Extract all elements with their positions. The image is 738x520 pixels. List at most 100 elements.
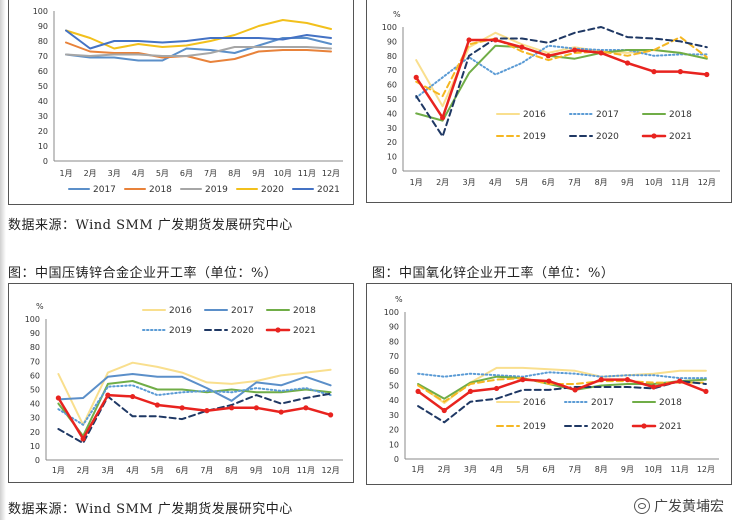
data-point-2021 — [519, 44, 525, 50]
y-tick-label: 10 — [38, 142, 48, 151]
y-tick-label: 40 — [389, 396, 399, 405]
y-unit-label: % — [36, 302, 44, 311]
y-tick-label: 100 — [382, 23, 397, 32]
y-tick-label: 0 — [394, 455, 399, 464]
legend-label-2017: 2017 — [591, 398, 614, 408]
y-unit-label: % — [395, 295, 403, 304]
legend-label-2018: 2018 — [293, 306, 316, 316]
y-tick-label: 90 — [30, 329, 40, 338]
series-line-2021 — [57, 393, 332, 441]
data-point-2021 — [328, 412, 334, 418]
y-tick-label: 100 — [384, 308, 399, 317]
y-tick-label: 60 — [387, 81, 397, 90]
x-tick-label: 9月 — [621, 178, 634, 187]
watermark-text: 广发黄埔宏 — [654, 499, 724, 515]
legend-label-2021: 2021 — [659, 422, 682, 432]
legend-label-2019: 2019 — [169, 326, 192, 336]
x-tick-label: 6月 — [542, 178, 555, 187]
line-chart-bottom-right: 0 10 20 30 40 50 60 70 80 90 100% 1月 2月 3月 4月 5月 6月 7月 8月 9… — [384, 295, 719, 474]
y-tick-label: 30 — [387, 124, 397, 133]
legend-marker-2021 — [641, 423, 647, 429]
series-line-2019 — [65, 46, 332, 57]
x-tick-label: 11月 — [671, 178, 689, 187]
data-point-2021 — [651, 69, 657, 75]
legend-label-2018: 2018 — [669, 110, 692, 120]
x-tick-label: 7月 — [200, 466, 213, 475]
y-tick-label: 20 — [30, 428, 40, 437]
series-line-2018 — [65, 41, 332, 63]
data-point-2021 — [704, 71, 710, 78]
y-tick-label: 10 — [389, 440, 399, 449]
y-tick-label: 80 — [30, 343, 40, 352]
data-point-2021 — [546, 378, 552, 384]
data-point-2021 — [598, 377, 604, 383]
data-point-2021 — [492, 37, 499, 43]
x-tick-label: 8月 — [225, 466, 238, 475]
chart-panel-top-right: 0 10 20 30 40 50 60 70 80 90 100% 1月 2月 3月 4月 5月 6月 7月 8月 9… — [366, 0, 732, 203]
data-point-2021 — [441, 407, 447, 414]
legend-label-2021: 2021 — [317, 185, 340, 195]
legend-label-2016: 2016 — [169, 306, 192, 316]
legend-label-2020: 2020 — [591, 422, 614, 432]
x-tick-label: 10月 — [644, 465, 662, 474]
legend-label-2021: 2021 — [669, 132, 692, 142]
y-tick-label: 100 — [33, 7, 48, 16]
line-chart-bottom-left: 0 10 20 30 40 50 60 70 80 90 100% 1月 2月 3月 4月 5月 6月 7月 8月 9… — [25, 302, 343, 475]
series-line-2021 — [416, 378, 708, 412]
x-tick-label: 9月 — [621, 465, 634, 474]
chart-panel-bottom-left: 0 10 20 30 40 50 60 70 80 90 100% 1月 2月 3月 4月 5月 6月 7月 8月 9… — [8, 283, 354, 483]
legend-label-2016: 2016 — [523, 398, 546, 408]
y-tick-label: 10 — [30, 442, 40, 451]
x-tick-label: 5月 — [516, 465, 529, 474]
legend-label-2017: 2017 — [231, 306, 254, 316]
x-tick-label: 1月 — [59, 169, 72, 178]
y-tick-label: 80 — [389, 337, 399, 346]
data-point-2021 — [650, 384, 657, 390]
x-tick-label: 7月 — [568, 178, 581, 187]
y-tick-label: 90 — [387, 37, 397, 46]
data-source-top: 数据来源：Wind SMM 广发期货发展研究中心 — [8, 218, 293, 233]
x-tick-label: 2月 — [77, 466, 90, 475]
y-tick-label: 10 — [387, 153, 397, 162]
data-point-2021 — [80, 436, 86, 442]
data-point-2021 — [493, 385, 500, 392]
watermark: 广发黄埔宏 — [634, 496, 724, 516]
x-tick-label: 7月 — [569, 465, 582, 474]
series-line-2017 — [57, 373, 332, 402]
data-source-bottom: 数据来源：Wind SMM 广发期货发展研究中心 — [8, 502, 293, 517]
x-tick-label: 4月 — [490, 465, 503, 474]
y-tick-label: 50 — [38, 82, 48, 91]
y-unit-label: % — [393, 10, 401, 19]
x-tick-label: 6月 — [176, 466, 189, 475]
x-tick-label: 11月 — [297, 466, 315, 475]
x-tick-label: 5月 — [515, 178, 528, 187]
x-tick-label: 8月 — [228, 169, 241, 178]
series-line-2020 — [65, 19, 332, 50]
x-tick-label: 5月 — [151, 466, 164, 475]
x-tick-label: 4月 — [132, 169, 145, 178]
data-point-2021 — [466, 37, 472, 43]
series-line-2019 — [417, 377, 707, 403]
legend-label-2018: 2018 — [149, 185, 172, 195]
series-line-2018 — [417, 375, 707, 400]
y-tick-label: 80 — [387, 52, 397, 61]
y-tick-label: 70 — [38, 52, 48, 61]
data-point-2021 — [55, 395, 61, 401]
x-tick-label: 10月 — [645, 178, 663, 187]
y-tick-label: 60 — [389, 367, 399, 376]
legend-label-2018: 2018 — [659, 398, 682, 408]
y-tick-label: 50 — [387, 95, 397, 104]
legend-label-2019: 2019 — [523, 132, 546, 142]
legend-label-2020: 2020 — [231, 326, 254, 336]
x-tick-label: 1月 — [412, 465, 425, 474]
data-point-2021 — [154, 402, 160, 408]
x-tick-label: 12月 — [322, 169, 340, 178]
y-tick-label: 40 — [387, 109, 397, 118]
data-point-2021 — [440, 115, 446, 121]
data-point-2021 — [179, 405, 185, 411]
y-tick-label: 80 — [38, 37, 48, 46]
y-tick-label: 70 — [389, 352, 399, 361]
y-tick-label: 60 — [30, 371, 40, 380]
series-line-2017 — [415, 44, 708, 99]
x-tick-label: 4月 — [126, 466, 139, 475]
